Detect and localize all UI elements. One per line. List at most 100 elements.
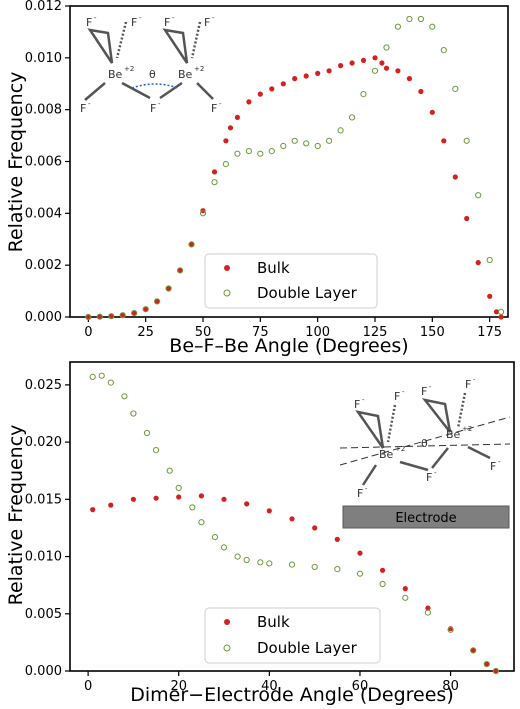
- data-point-double-layer: [394, 23, 401, 30]
- data-point-double-layer: [96, 313, 103, 320]
- label-minus: -: [365, 485, 368, 493]
- label-f: F: [86, 16, 92, 29]
- data-point-double-layer: [189, 504, 196, 511]
- data-point-double-layer: [177, 267, 184, 274]
- data-point-bulk: [289, 516, 295, 522]
- data-point-double-layer: [486, 256, 493, 264]
- data-point-double-layer: [121, 393, 128, 400]
- electrode-bar: [342, 505, 510, 529]
- legend-marker-bulk: [224, 265, 230, 271]
- data-point-bulk: [372, 55, 378, 61]
- data-point-double-layer: [166, 467, 173, 474]
- data-point-bulk: [120, 312, 126, 318]
- label-minus: -: [402, 388, 405, 396]
- data-point-bulk: [498, 314, 504, 320]
- label-minus: -: [434, 469, 437, 477]
- x-tick-label: 25: [137, 325, 154, 340]
- data-point-double-layer: [234, 150, 241, 157]
- x-tick-label: 20: [170, 679, 187, 694]
- data-point-double-layer: [85, 313, 92, 321]
- data-point-bulk: [357, 550, 363, 556]
- data-point-double-layer: [326, 137, 333, 144]
- data-point-bulk: [85, 314, 91, 320]
- data-point-double-layer: [211, 534, 219, 541]
- label-be: Be: [446, 428, 461, 441]
- electrode-plane-dashed-line: [339, 443, 511, 449]
- x-axis-label-bottom: Dimer−Electrode Angle (Degrees): [130, 684, 454, 706]
- legend-frame: [204, 253, 378, 309]
- legend-marker-double-layer: [223, 289, 231, 297]
- legend-marker-double-layer: [223, 644, 231, 652]
- dimer-axis-dashed-line: [339, 416, 511, 466]
- data-point-double-layer: [470, 647, 477, 654]
- data-point-double-layer: [303, 140, 310, 147]
- data-point-double-layer: [199, 210, 207, 217]
- data-point-double-layer: [334, 566, 341, 573]
- label-minus: -: [94, 14, 97, 22]
- molecule-inset-bottom: [339, 392, 511, 486]
- x-tick-label: 50: [195, 325, 212, 340]
- data-point-bulk: [334, 536, 340, 543]
- label-theta: θ: [421, 437, 428, 450]
- data-point-bulk: [292, 76, 298, 82]
- data-point-bulk: [227, 125, 234, 131]
- data-point-double-layer: [492, 667, 499, 675]
- data-point-bulk: [493, 309, 500, 315]
- data-point-double-layer: [119, 312, 126, 319]
- angle-arc: [131, 83, 179, 89]
- data-point-bulk: [154, 298, 160, 304]
- wedge-bond-right: [421, 398, 452, 433]
- x-ticks-top: 0 25 50 75 100 125 150 175: [84, 317, 502, 340]
- label-f: F: [490, 460, 496, 473]
- label-f: F: [394, 390, 400, 403]
- data-point-double-layer: [266, 560, 273, 567]
- y-tick-label: 0.020: [25, 435, 62, 450]
- y-ticks-top: 0.000 0.002 0.004 0.006 0.008 0.010 0.012: [25, 0, 70, 325]
- data-point-bulk: [418, 88, 424, 95]
- data-point-double-layer: [198, 519, 205, 526]
- label-minus: -: [498, 458, 501, 466]
- data-point-bulk: [188, 241, 195, 247]
- label-f: F: [150, 102, 156, 115]
- bond-right-down: [196, 82, 214, 100]
- data-point-bulk: [108, 502, 114, 508]
- y-tick-label: 0.000: [25, 664, 62, 679]
- data-point-double-layer: [406, 15, 413, 23]
- label-f: F: [426, 471, 432, 484]
- data-point-double-layer: [243, 556, 250, 564]
- chart-top: 0.000 0.002 0.004 0.006 0.008 0.010 0.012 0 25 5…: [5, 0, 509, 357]
- label-plus2: +2: [124, 65, 134, 73]
- y-tick-label: 0.010: [25, 51, 62, 66]
- data-point-bulk: [441, 138, 447, 144]
- chart-bottom: 0.000 0.005 0.010 0.015 0.020 0.025 0 20 40 60 80…: [5, 361, 515, 706]
- x-tick-label: 40: [261, 679, 278, 694]
- data-point-bulk: [326, 68, 332, 74]
- label-be: Be: [379, 448, 394, 461]
- data-point-bulk: [266, 508, 272, 514]
- x-tick-label: 0: [84, 325, 92, 340]
- data-point-bulk: [487, 293, 493, 299]
- data-point-bulk: [280, 81, 286, 87]
- data-point-bulk: [246, 99, 252, 105]
- data-point-bulk: [315, 70, 321, 76]
- data-point-bulk: [349, 60, 355, 66]
- y-tick-label: 0.025: [25, 378, 62, 393]
- x-tick-label: 100: [305, 325, 330, 340]
- data-point-bulk: [379, 60, 385, 66]
- label-f: F: [211, 102, 217, 115]
- data-point-bulk: [177, 267, 183, 273]
- data-point-bulk: [108, 313, 114, 319]
- data-point-double-layer: [417, 15, 424, 23]
- legend-marker-bulk: [224, 619, 230, 625]
- label-plus2: +2: [194, 65, 204, 73]
- data-point-double-layer: [188, 241, 195, 248]
- data-point-bulk: [303, 73, 309, 79]
- data-point-bulk: [234, 114, 240, 120]
- label-minus: -: [362, 396, 365, 404]
- data-point-bulk: [153, 495, 159, 501]
- x-tick-label: 60: [352, 679, 369, 694]
- hash-bond-left: [115, 21, 128, 59]
- data-point-bulk: [406, 76, 412, 82]
- data-point-bulk: [464, 215, 470, 222]
- data-point-double-layer: [452, 85, 459, 93]
